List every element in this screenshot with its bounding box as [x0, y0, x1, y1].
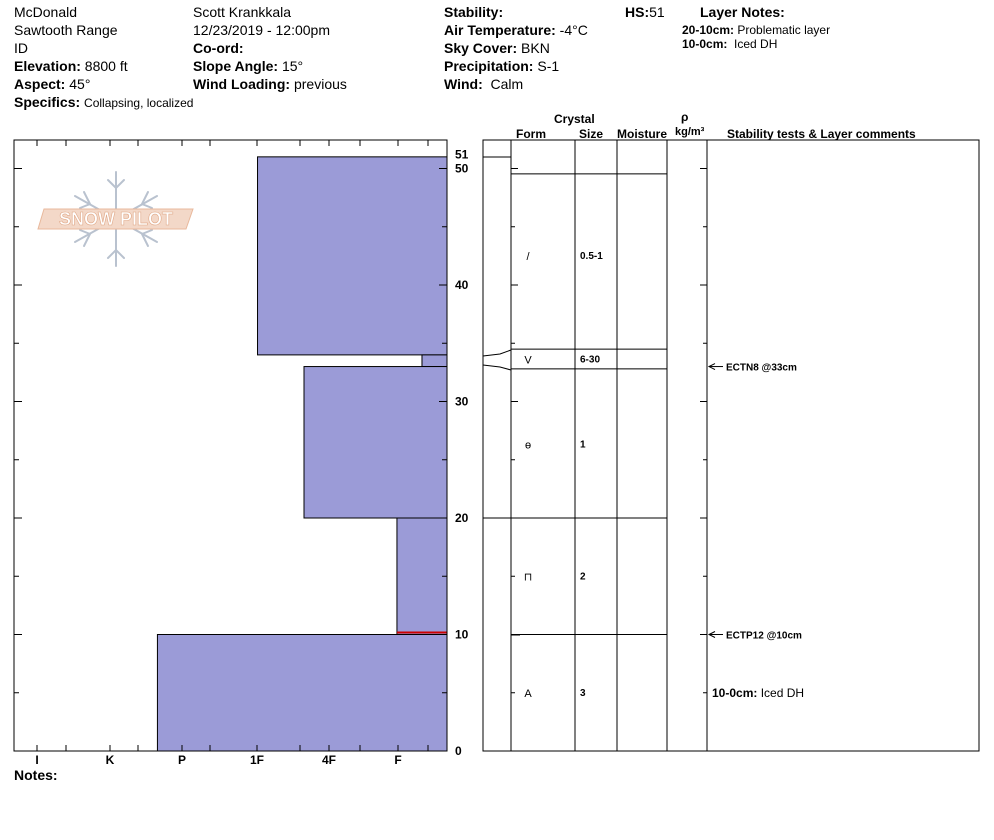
wind: Wind: Calm	[444, 76, 523, 92]
slope-angle: Slope Angle: 15°	[193, 58, 303, 74]
form-header: Form	[516, 127, 546, 141]
precip-value: S-1	[537, 58, 560, 74]
crystal-size-value: 1	[580, 440, 586, 451]
specifics-label: Specifics:	[14, 94, 81, 110]
hardness-bar	[421, 354, 448, 368]
logo-text: SNOW PILOT	[59, 209, 173, 229]
crystal-size-value: 3	[580, 688, 586, 699]
y-tick-label: 0	[455, 744, 462, 758]
crystal-form-symbol: /	[526, 251, 530, 263]
layer-notes-title: Layer Notes:	[700, 4, 785, 20]
observer: Scott Krankkala	[193, 4, 292, 20]
hs-label: HS:	[625, 4, 650, 20]
layer-table-frame	[482, 139, 980, 752]
wind-loading: Wind Loading: previous	[193, 76, 347, 92]
test-arrow-head	[707, 631, 716, 638]
wind-loading-value: previous	[293, 76, 347, 92]
datetime: 12/23/2019 - 12:00pm	[193, 22, 330, 38]
elevation: Elevation: 8800 ft	[14, 58, 128, 74]
crystal-form-symbol: V	[524, 355, 532, 367]
hardness-scale-label: I	[35, 753, 38, 767]
hardness-scale-label: K	[106, 753, 115, 767]
specifics-value: Collapsing, localized	[84, 96, 194, 110]
moisture-header: Moisture	[617, 127, 668, 141]
crystal-form-symbol: ⊓	[524, 571, 533, 583]
size-header: Size	[579, 127, 604, 141]
stability-comments-header: Stability tests & Layer comments	[727, 127, 916, 141]
y-tick-label: 20	[455, 511, 469, 525]
y-tick-label: 51	[455, 148, 469, 162]
rho-header: ρ	[681, 110, 689, 124]
y-tick-label: 30	[455, 395, 469, 409]
layer-note-2: 10-0cm: Iced DH	[682, 37, 777, 51]
sky-label: Sky Cover:	[444, 40, 518, 56]
hs-value: 51	[649, 4, 665, 20]
crystal-form-symbol: A	[524, 688, 532, 700]
precip-label: Precipitation:	[444, 58, 534, 74]
snow-pilot-logo: SNOW PILOT	[37, 171, 194, 267]
wind-loading-label: Wind Loading:	[193, 76, 291, 92]
precipitation: Precipitation: S-1	[444, 58, 559, 74]
density-unit-header: kg/m³	[675, 126, 705, 138]
y-tick-label: 10	[455, 628, 469, 642]
hardness-scale-label: P	[178, 753, 186, 767]
hardness-bar	[257, 156, 448, 356]
range-name: Sawtooth Range	[14, 22, 118, 38]
sky-value: BKN	[521, 40, 550, 56]
hardness-scale-label: 4F	[322, 753, 336, 767]
stability-label: Stability:	[444, 4, 504, 20]
notes-label: Notes:	[14, 767, 58, 783]
hardness-bar	[396, 517, 448, 635]
coord-label: Co-ord:	[193, 40, 244, 56]
hardness-bar	[303, 366, 448, 519]
hardness-scale-label: F	[394, 753, 401, 767]
layer-comment-text: Iced DH	[757, 686, 804, 700]
hardness-plot-frame	[13, 139, 448, 752]
wind-label: Wind:	[444, 76, 483, 92]
stability-test-text: ECTP12 @10cm	[726, 631, 802, 642]
layer-note-range: 20-10cm:	[682, 23, 735, 37]
stability-test-text: ECTN8 @33cm	[726, 363, 797, 374]
sky-cover: Sky Cover: BKN	[444, 40, 550, 56]
crystal-size-value: 6-30	[580, 355, 600, 366]
crystal-form-symbol: ɵ	[525, 440, 531, 452]
layer-note-text: Iced DH	[734, 37, 778, 51]
slope-value: 15°	[281, 58, 304, 74]
y-tick-label: 40	[455, 278, 469, 292]
slope-label: Slope Angle:	[193, 58, 279, 74]
air-temp-value: -4°C	[559, 22, 588, 38]
air-temperature: Air Temperature: -4°C	[444, 22, 588, 38]
state: ID	[14, 40, 28, 56]
table-columns	[510, 140, 708, 751]
crystal-size-value: 0.5-1	[580, 251, 603, 262]
hs: HS:51	[625, 4, 665, 20]
layer-comment: 10-0cm: Iced DH	[712, 686, 804, 700]
layer-note-1: 20-10cm: Problematic layer	[682, 23, 830, 37]
test-arrow-head	[707, 363, 716, 370]
aspect-label: Aspect:	[14, 76, 66, 92]
layer-note-range: 10-0cm:	[682, 37, 728, 51]
location: McDonald	[14, 4, 78, 20]
wind-value: Calm	[490, 76, 524, 92]
specifics: Specifics: Collapsing, localized	[14, 94, 193, 111]
elevation-value: 8800 ft	[84, 58, 128, 74]
layer-boundary-connector	[482, 364, 512, 371]
y-tick-label: 50	[455, 162, 469, 176]
air-temp-label: Air Temperature:	[444, 22, 556, 38]
hardness-bar	[156, 634, 448, 752]
aspect-value: 45°	[69, 76, 91, 92]
aspect: Aspect: 45°	[14, 76, 90, 92]
crystal-size-value: 2	[580, 571, 586, 582]
hardness-scale-label: 1F	[250, 753, 264, 767]
crystal-header: Crystal	[554, 112, 595, 126]
layer-boundary-connector	[482, 349, 512, 357]
layer-comment-range: 10-0cm:	[712, 686, 757, 700]
layer-note-text: Problematic layer	[737, 23, 831, 37]
elevation-label: Elevation:	[14, 58, 81, 74]
